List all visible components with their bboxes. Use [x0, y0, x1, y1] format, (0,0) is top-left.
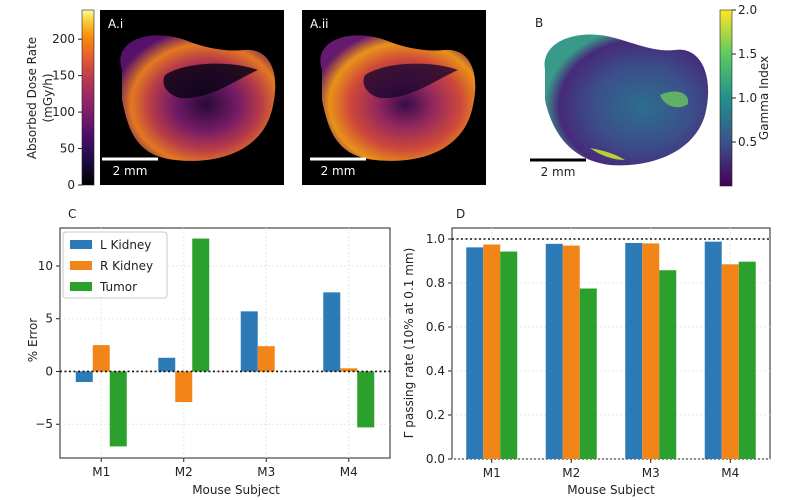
panel-b-label: B: [535, 16, 543, 30]
chart-d-ylabel: Γ passing rate (10% at 0.1 mm): [402, 248, 416, 439]
bar-tumor-m3: [659, 270, 677, 459]
kidney-dose-map-a-i: [120, 35, 276, 161]
colorbar-tick-label: 100: [52, 105, 75, 119]
colorbar-tick-label: 0.5: [738, 135, 757, 149]
bar-r-kidney-m4: [340, 368, 358, 372]
y-tick-label: 0.0: [426, 452, 445, 466]
bar-r-kidney-m3: [257, 346, 275, 372]
dose-colorbar: [81, 9, 95, 186]
gamma-map-b-edge: [590, 148, 625, 160]
bar-tumor-m1: [500, 251, 518, 459]
bar-tumor-m4: [357, 371, 375, 428]
colorbar-tick-label: 1.0: [738, 91, 757, 105]
x-tick-label: M2: [175, 465, 193, 479]
x-tick-label: M3: [642, 466, 660, 480]
scalebar-a-i-label: 2 mm: [113, 164, 148, 178]
bar-l-kidney-m3: [625, 242, 643, 459]
x-tick-label: M3: [257, 465, 275, 479]
bar-l-kidney-m4: [704, 241, 722, 459]
chart-d-xlabel: Mouse Subject: [567, 483, 655, 497]
colorbar-tick-label: 150: [52, 69, 75, 83]
bar-r-kidney-m2: [175, 371, 193, 403]
dose-colorbar-ticks: 0 50 100 150 200: [52, 32, 82, 192]
x-tick-label: M1: [92, 465, 110, 479]
image-a-i-label: A.i: [108, 17, 123, 31]
legend-swatch-r-kidney: [70, 261, 92, 270]
panel-c: C −5 0 5 10 M1 M2 M3 M4 % Error Mouse Subject L…: [26, 207, 391, 497]
x-tick-label: M4: [340, 465, 358, 479]
bar-r-kidney-m1: [92, 345, 110, 372]
y-tick-label: 0.4: [426, 364, 445, 378]
y-tick-label: −5: [35, 417, 53, 431]
bar-l-kidney-m3: [240, 311, 258, 372]
y-tick-label: 0.2: [426, 408, 445, 422]
kidney-pelvis-a-i: [163, 63, 258, 99]
gamma-colorbar-ticks: 0.5 1.0 1.5 2.0: [732, 3, 757, 149]
panel-d-label: D: [456, 207, 465, 221]
y-tick-label: 0.8: [426, 276, 445, 290]
bar-r-kidney-m3: [642, 243, 660, 459]
bar-r-kidney-m1: [483, 244, 501, 459]
chart-c-legend: L Kidney R Kidney Tumor: [62, 231, 168, 299]
bar-tumor-m2: [579, 288, 597, 459]
image-a-ii-label: A.ii: [310, 17, 328, 31]
bar-l-kidney-m2: [158, 357, 176, 372]
y-tick-label: 10: [38, 259, 53, 273]
colorbar-tick-label: 1.5: [738, 47, 757, 61]
legend-label-r-kidney: R Kidney: [100, 259, 153, 273]
y-tick-label: 0: [45, 364, 53, 378]
panel-d: D 0.0 0.2 0.4 0.6 0.8 1.0 M1 M2 M3 M4 Γ passing r…: [402, 207, 771, 497]
bar-r-kidney-m4: [721, 264, 739, 459]
chart-c-plot: −5 0 5 10 M1 M2 M3 M4: [35, 227, 391, 479]
plot-frame: [59, 227, 391, 459]
bar-r-kidney-m2: [562, 245, 580, 459]
gamma-map-b: [544, 34, 709, 166]
legend-label-l-kidney: L Kidney: [100, 238, 151, 252]
dose-colorbar-label: Absorbed Dose Rate: [25, 37, 39, 159]
panel-c-label: C: [68, 207, 76, 221]
x-tick-label: M1: [483, 466, 501, 480]
bar-l-kidney-m4: [323, 292, 341, 372]
bar-tumor-m4: [738, 261, 756, 459]
bar-l-kidney-m1: [466, 247, 484, 459]
kidney-pelvis-a-ii: [363, 63, 458, 99]
dose-colorbar-unit: (mGy/h): [41, 73, 55, 122]
bar-tumor-m1: [109, 371, 127, 447]
bar-l-kidney-m2: [545, 243, 563, 459]
y-tick-label: 5: [45, 312, 53, 326]
y-tick-label: 1.0: [426, 232, 445, 246]
gamma-colorbar-label: Gamma Index: [757, 56, 771, 140]
colorbar-tick-label: 2.0: [738, 3, 757, 17]
y-tick-label: 0.6: [426, 320, 445, 334]
scalebar-a-ii-label: 2 mm: [321, 164, 356, 178]
gamma-colorbar: [719, 9, 733, 187]
kidney-dose-map-a-ii: [320, 35, 476, 161]
colorbar-tick-label: 50: [60, 142, 75, 156]
chart-d-plot: 0.0 0.2 0.4 0.6 0.8 1.0 M1 M2 M3 M4: [426, 227, 771, 480]
bar-tumor-m2: [192, 238, 210, 372]
gamma-map-b-highlight: [660, 91, 689, 108]
chart-c-ylabel: % Error: [26, 318, 40, 363]
x-tick-label: M4: [721, 466, 739, 480]
colorbar-tick-label: 0: [67, 178, 75, 192]
legend-swatch-tumor: [70, 282, 92, 291]
panel-b: B 2 mm 0.5 1.0 1.5 2.0 Gamma Index: [530, 3, 771, 187]
legend-label-tumor: Tumor: [99, 280, 137, 294]
bar-l-kidney-m1: [75, 371, 93, 383]
legend-swatch-l-kidney: [70, 240, 92, 249]
chart-c-xlabel: Mouse Subject: [192, 483, 280, 497]
colorbar-tick-label: 200: [52, 32, 75, 46]
scalebar-b-label: 2 mm: [541, 165, 576, 179]
plot-frame: [451, 227, 771, 460]
x-tick-label: M2: [562, 466, 580, 480]
